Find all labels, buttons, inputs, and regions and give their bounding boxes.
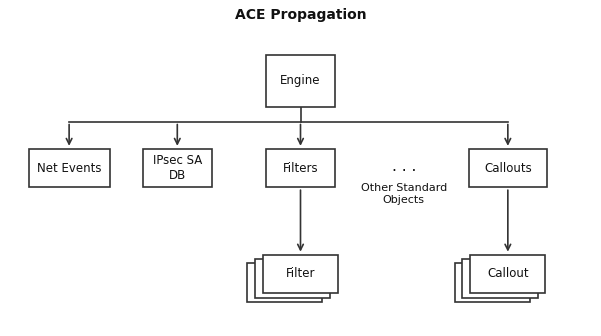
Text: Engine: Engine <box>280 74 321 87</box>
Bar <box>266 55 335 107</box>
Bar <box>455 263 530 302</box>
Text: Callout: Callout <box>487 267 529 280</box>
Bar <box>463 259 537 298</box>
Text: Net Events: Net Events <box>37 162 102 174</box>
Bar <box>143 149 212 187</box>
Bar <box>248 263 323 302</box>
Text: . . .: . . . <box>392 159 416 174</box>
Text: Other Standard
Objects: Other Standard Objects <box>361 183 447 205</box>
Bar <box>255 259 331 298</box>
Text: IPsec SA
DB: IPsec SA DB <box>153 154 202 182</box>
Bar <box>263 255 338 293</box>
Text: Filter: Filter <box>285 267 316 280</box>
Text: Filters: Filters <box>282 162 319 174</box>
Bar <box>266 149 335 187</box>
Bar <box>470 255 546 293</box>
Bar <box>469 149 547 187</box>
Text: Callouts: Callouts <box>484 162 532 174</box>
Text: ACE Propagation: ACE Propagation <box>234 8 367 23</box>
Bar <box>29 149 110 187</box>
